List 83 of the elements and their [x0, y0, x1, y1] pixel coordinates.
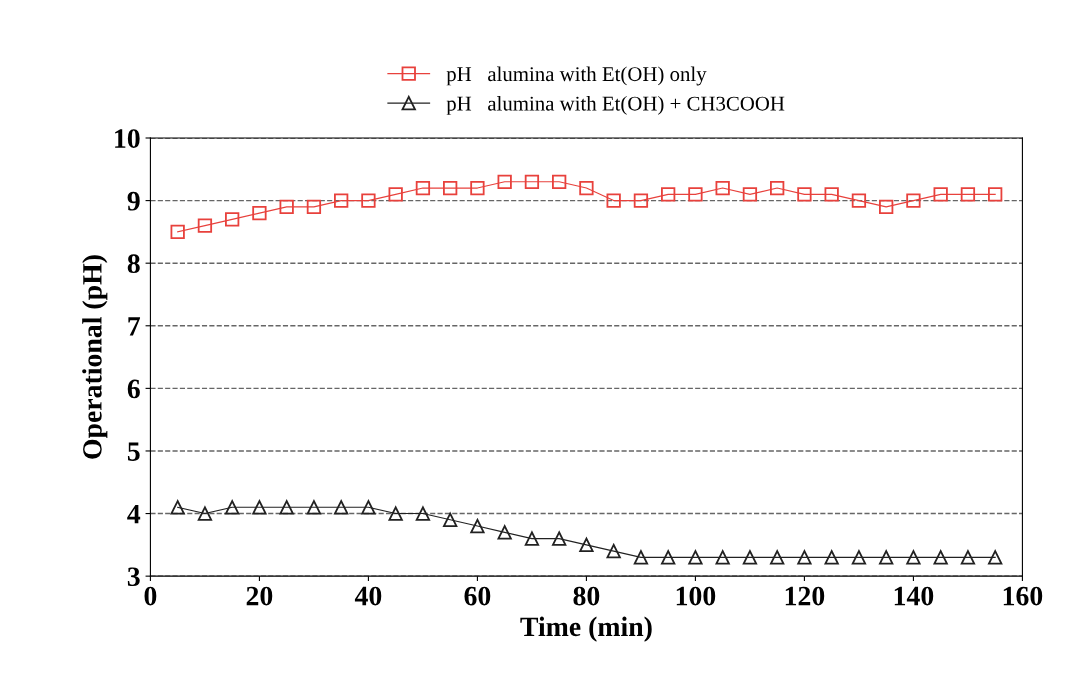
point — [252, 500, 267, 515]
point — [361, 193, 376, 208]
point — [851, 193, 867, 208]
y-tick-label: 3 — [127, 567, 140, 587]
point — [388, 506, 403, 521]
y-tick-label: 8 — [127, 254, 140, 274]
y-tick-label: 9 — [127, 191, 140, 211]
point — [279, 199, 294, 215]
point — [225, 500, 240, 515]
point — [170, 224, 185, 240]
point — [524, 174, 540, 189]
x-tick-label: 20 — [246, 586, 273, 606]
point — [906, 550, 921, 565]
point — [715, 550, 730, 565]
point — [879, 199, 894, 215]
point — [688, 550, 703, 565]
point — [988, 187, 1003, 202]
point — [688, 187, 703, 202]
point — [415, 180, 431, 196]
point — [334, 500, 349, 515]
point — [225, 212, 240, 227]
point — [824, 187, 839, 202]
point — [443, 180, 458, 196]
point — [497, 525, 512, 540]
point — [606, 193, 621, 208]
point — [415, 506, 431, 521]
point — [797, 187, 812, 202]
point — [197, 506, 213, 521]
x-tick-label: 140 — [894, 586, 934, 606]
point — [933, 550, 948, 565]
point — [524, 531, 540, 546]
point — [334, 193, 349, 208]
x-tick-label: 120 — [785, 586, 825, 606]
point — [742, 187, 758, 202]
point — [252, 205, 267, 221]
point — [279, 500, 294, 515]
point — [742, 550, 758, 565]
y-axis-title: Operational (pH) — [82, 255, 108, 459]
x-axis-title: Time (min) — [520, 616, 652, 642]
x-tick-label: 0 — [144, 586, 157, 606]
point — [933, 187, 948, 202]
point — [606, 543, 621, 559]
point — [770, 180, 785, 196]
x-tick-label: 60 — [464, 586, 491, 606]
point — [851, 550, 867, 565]
point — [797, 550, 812, 565]
point — [988, 550, 1003, 565]
point — [824, 550, 839, 565]
point — [579, 537, 594, 553]
legend-label: pH alumina with Et(OH) + CH3COOH — [446, 95, 785, 115]
point — [579, 180, 594, 196]
point — [361, 500, 376, 515]
y-tick-label: 10 — [115, 129, 140, 148]
y-tick-label: 4 — [127, 504, 141, 524]
point — [661, 187, 676, 202]
x-tick-label: 160 — [1003, 586, 1043, 606]
y-tick-label: 7 — [128, 317, 141, 336]
point — [552, 174, 567, 189]
point — [443, 512, 458, 527]
point — [306, 500, 322, 515]
point — [170, 500, 185, 515]
x-tick-label: 40 — [354, 586, 382, 606]
x-tick-label: 100 — [676, 586, 716, 606]
point — [960, 550, 976, 565]
x-tick-label: 80 — [573, 586, 600, 606]
point — [906, 193, 921, 208]
point — [715, 180, 730, 196]
point — [197, 218, 213, 233]
point — [497, 174, 512, 189]
point — [306, 199, 322, 215]
legend-label: pH alumina with Et(OH) only — [446, 66, 707, 86]
point — [552, 531, 567, 546]
point — [770, 550, 785, 565]
point — [470, 180, 485, 196]
point — [633, 550, 649, 565]
point — [661, 550, 676, 565]
point — [470, 518, 485, 534]
y-tick-label: 6 — [127, 379, 140, 399]
point — [879, 550, 894, 565]
point — [388, 187, 403, 202]
y-tick-label: 5 — [127, 442, 140, 461]
point — [960, 187, 976, 202]
point — [633, 193, 649, 208]
